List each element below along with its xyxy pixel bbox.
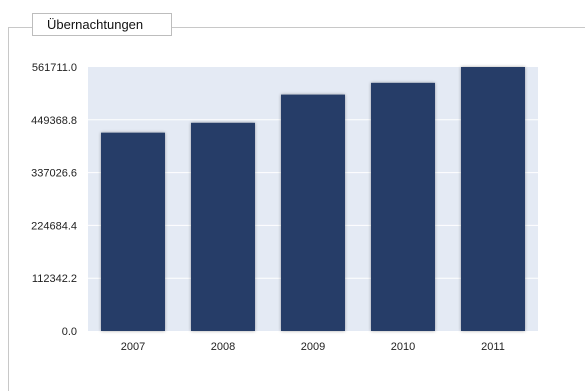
- bar-2010: [371, 82, 435, 331]
- bar-2008: [191, 122, 255, 331]
- y-tick-label: 112342.2: [32, 273, 77, 285]
- bars: [101, 67, 525, 331]
- bar-2011: [461, 67, 525, 331]
- bar-2009: [281, 94, 345, 331]
- x-tick-label: 2007: [121, 341, 145, 353]
- x-tick-label: 2011: [481, 341, 505, 353]
- x-tick-label: 2010: [391, 341, 415, 353]
- panel-title-tab: Übernachtungen: [32, 13, 172, 36]
- bar-2007: [101, 132, 165, 331]
- y-tick-label: 561711.0: [32, 62, 77, 74]
- y-tick-label: 449368.8: [31, 115, 77, 127]
- y-tick-label: 224684.4: [31, 220, 77, 232]
- panel-title: Übernachtungen: [47, 17, 144, 32]
- y-tick-label: 0.0: [62, 326, 77, 338]
- y-axis-ticks: 0.0 112342.2 224684.4 337026.6 449368.8 56171…: [31, 62, 77, 338]
- y-tick-label: 337026.6: [31, 168, 77, 180]
- x-axis-ticks: 2007 2008 2009 2010 2011: [121, 341, 505, 353]
- x-tick-label: 2008: [211, 341, 235, 353]
- x-tick-label: 2009: [301, 341, 325, 353]
- chart-panel: [8, 27, 585, 391]
